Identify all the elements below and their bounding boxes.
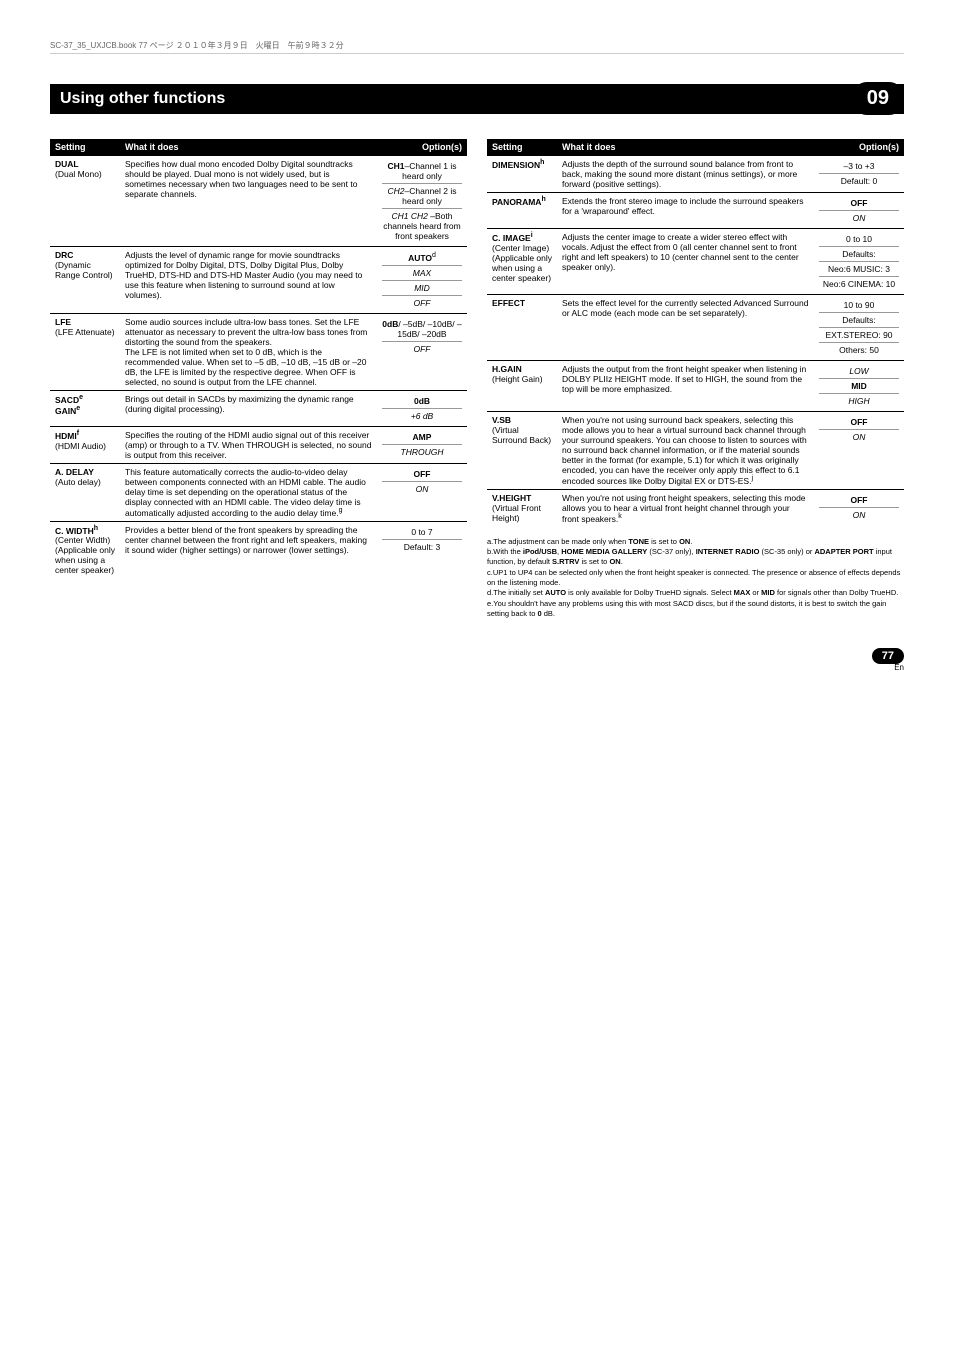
content-columns: SettingWhat it doesOption(s) DUAL(Dual M… xyxy=(50,139,904,620)
setting-cell: H.GAIN(Height Gain) xyxy=(487,361,557,412)
option-cell: 0dB+6 dB xyxy=(377,390,467,426)
option-cell: 0dB/ –5dB/ –10dB/ –15dB/ –20dBOFF xyxy=(377,313,467,390)
setting-cell: DIMENSIONh xyxy=(487,156,557,193)
option-cell: OFFON xyxy=(814,412,904,490)
chapter-number: 09 xyxy=(852,82,904,115)
option-cell: LOWMIDHIGH xyxy=(814,361,904,412)
option-cell: 0 to 10Defaults:Neo:6 MUSIC: 3Neo:6 CINE… xyxy=(814,229,904,295)
desc-cell: Adjusts the output from the front height… xyxy=(557,361,814,412)
desc-cell: Adjusts the level of dynamic range for m… xyxy=(120,247,377,314)
desc-cell: When you're not using surround back spea… xyxy=(557,412,814,490)
option-cell: 10 to 90Defaults:EXT.STEREO: 90Others: 5… xyxy=(814,295,904,361)
th-opt: Option(s) xyxy=(814,139,904,156)
option-cell: OFFON xyxy=(814,489,904,526)
footnotes: a.The adjustment can be made only when T… xyxy=(487,537,904,619)
section-title: Using other functions xyxy=(60,90,225,107)
setting-cell: EFFECT xyxy=(487,295,557,361)
th-setting: Setting xyxy=(50,139,120,156)
settings-table-left: SettingWhat it doesOption(s) DUAL(Dual M… xyxy=(50,139,467,578)
option-cell: AMPTHROUGH xyxy=(377,426,467,463)
desc-cell: When you're not using front height speak… xyxy=(557,489,814,526)
option-cell: CH1–Channel 1 is heard onlyCH2–Channel 2… xyxy=(377,156,467,247)
setting-cell: C. WIDTHh(Center Width) (Applicable only… xyxy=(50,521,120,578)
option-cell: –3 to +3Default: 0 xyxy=(814,156,904,193)
desc-cell: Adjusts the depth of the surround sound … xyxy=(557,156,814,193)
setting-cell: PANORAMAh xyxy=(487,193,557,229)
desc-cell: Adjusts the center image to create a wid… xyxy=(557,229,814,295)
desc-cell: Provides a better blend of the front spe… xyxy=(120,521,377,578)
desc-cell: Some audio sources include ultra-low bas… xyxy=(120,313,377,390)
desc-cell: Extends the front stereo image to includ… xyxy=(557,193,814,229)
setting-cell: HDMIf(HDMI Audio) xyxy=(50,426,120,463)
setting-cell: DUAL(Dual Mono) xyxy=(50,156,120,247)
page-footer: 77 En xyxy=(50,650,904,672)
th-opt: Option(s) xyxy=(377,139,467,156)
option-cell: OFFON xyxy=(814,193,904,229)
setting-cell: C. IMAGEi(Center Image) (Applicable only… xyxy=(487,229,557,295)
th-desc: What it does xyxy=(120,139,377,156)
left-column: SettingWhat it doesOption(s) DUAL(Dual M… xyxy=(50,139,467,620)
page-number: 77 xyxy=(872,648,904,664)
section-header: Using other functions 09 xyxy=(50,84,904,114)
settings-table-right: SettingWhat it doesOption(s) DIMENSIONhA… xyxy=(487,139,904,527)
th-desc: What it does xyxy=(557,139,814,156)
desc-cell: Brings out detail in SACDs by maximizing… xyxy=(120,390,377,426)
setting-cell: LFE(LFE Attenuate) xyxy=(50,313,120,390)
desc-cell: Specifies the routing of the HDMI audio … xyxy=(120,426,377,463)
setting-cell: V.HEIGHT(Virtual Front Height) xyxy=(487,489,557,526)
option-cell: AUTOdMAXMIDOFF xyxy=(377,247,467,314)
right-column: SettingWhat it doesOption(s) DIMENSIONhA… xyxy=(487,139,904,620)
setting-cell: DRC(Dynamic Range Control) xyxy=(50,247,120,314)
option-cell: 0 to 7Default: 3 xyxy=(377,521,467,578)
desc-cell: Specifies how dual mono encoded Dolby Di… xyxy=(120,156,377,247)
setting-cell: SACDeGAINe xyxy=(50,390,120,426)
book-meta: SC-37_35_UXJCB.book 77 ページ ２０１０年３月９日 火曜日… xyxy=(50,40,904,54)
page-lang: En xyxy=(894,663,904,672)
option-cell: OFFON xyxy=(377,463,467,521)
setting-cell: A. DELAY(Auto delay) xyxy=(50,463,120,521)
desc-cell: This feature automatically corrects the … xyxy=(120,463,377,521)
th-setting: Setting xyxy=(487,139,557,156)
desc-cell: Sets the effect level for the currently … xyxy=(557,295,814,361)
setting-cell: V.SB(Virtual Surround Back) xyxy=(487,412,557,490)
